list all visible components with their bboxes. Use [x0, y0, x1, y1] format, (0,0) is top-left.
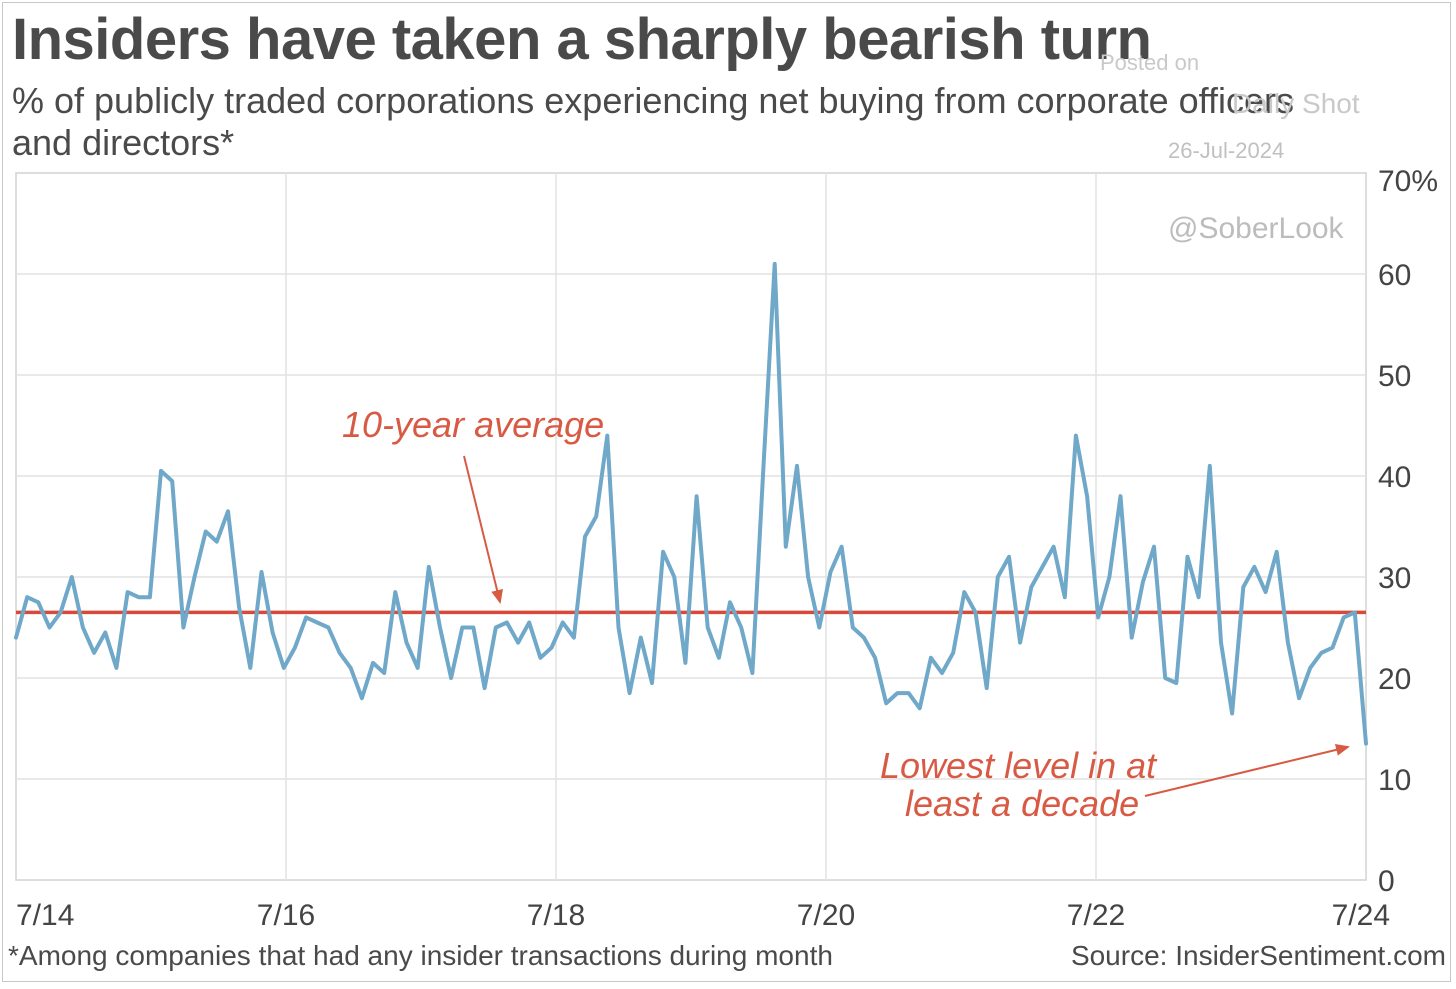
watermark-handle: @SoberLook	[1168, 212, 1345, 245]
chart-title: Insiders have taken a sharply bearish tu…	[12, 7, 1152, 72]
y-tick-label: 70%	[1378, 165, 1438, 198]
lowest-arrow	[1144, 743, 1350, 797]
y-tick-label: 30	[1378, 562, 1411, 595]
source-credit: Source: InsiderSentiment.com	[1070, 940, 1446, 971]
chart-subtitle: % of publicly traded corporations experi…	[12, 80, 1295, 163]
y-tick-label: 10	[1378, 764, 1411, 797]
y-tick-label: 20	[1378, 663, 1411, 696]
plot-area	[15, 172, 1367, 881]
x-tick-label: 7/16	[257, 899, 315, 932]
y-axis: 0 10 20 30 40 50 60 70%	[1378, 165, 1438, 898]
x-tick-label: 7/20	[797, 899, 855, 932]
x-tick-label: 7/24	[1332, 899, 1390, 932]
lowest-label-line1: Lowest level in at	[880, 745, 1158, 786]
lowest-label-line2: least a decade	[905, 783, 1139, 824]
footnote: *Among companies that had any insider tr…	[8, 940, 833, 971]
watermark-date: 26-Jul-2024	[1168, 138, 1285, 163]
y-tick-label: 0	[1378, 865, 1395, 898]
series-line	[14, 261, 1368, 746]
y-tick-label: 40	[1378, 461, 1411, 494]
watermark-posted: Posted on	[1100, 50, 1200, 75]
x-axis: 7/14 7/16 7/18 7/20 7/22 7/24	[16, 899, 1390, 932]
watermark-brand: Daily Shot	[1232, 88, 1360, 119]
average-label: 10-year average	[342, 404, 604, 445]
x-tick-label: 7/14	[16, 899, 74, 932]
gridlines	[16, 173, 1366, 880]
x-tick-label: 7/18	[527, 899, 585, 932]
x-tick-label: 7/22	[1067, 899, 1125, 932]
average-arrow	[463, 455, 503, 604]
y-tick-label: 50	[1378, 360, 1411, 393]
y-tick-label: 60	[1378, 259, 1411, 292]
